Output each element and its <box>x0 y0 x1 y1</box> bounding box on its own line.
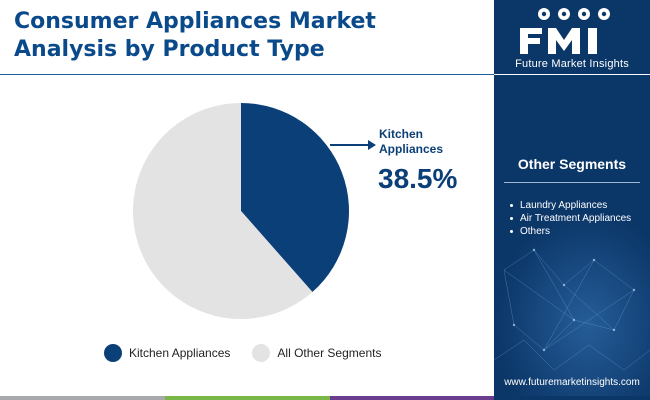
pie-slice-kitchen-appliances <box>241 103 349 293</box>
other-segments-list: Laundry Appliances Air Treatment Applian… <box>508 199 631 238</box>
logo-divider <box>494 74 650 75</box>
brand-name: Future Market Insights <box>515 58 629 70</box>
segments-divider <box>504 182 640 183</box>
callout-arrow <box>330 140 376 150</box>
legend-item-kitchen-appliances: Kitchen Appliances <box>104 344 230 362</box>
legend-item-all-other-segments: All Other Segments <box>252 344 381 362</box>
page-title: Consumer Appliances Market Analysis by P… <box>14 9 376 62</box>
callout-label: Kitchen Appliances <box>379 127 444 156</box>
bar-segment-gray <box>0 396 165 400</box>
fmi-logo-icon <box>520 8 610 54</box>
bar-segment-green <box>165 396 330 400</box>
list-item: Air Treatment Appliances <box>508 212 631 225</box>
sidebar-panel: Future Market Insights Other Segments La… <box>494 0 650 400</box>
list-item: Laundry Appliances <box>508 199 631 212</box>
pie-slice-all-other-segments <box>133 103 313 319</box>
sidebar-glow <box>494 210 650 400</box>
other-segments-heading: Other Segments <box>517 156 627 172</box>
legend-swatch-kitchen-appliances <box>104 344 122 362</box>
legend-swatch-all-other-segments <box>252 344 271 362</box>
pie-chart <box>133 103 376 319</box>
legend-label: All Other Segments <box>277 346 382 360</box>
chart-legend: Kitchen Appliances All Other Segments <box>104 344 403 362</box>
website-url[interactable]: www.futuremarketinsights.com <box>504 377 640 388</box>
bar-segment-navy <box>494 396 650 400</box>
network-graphic <box>494 248 650 371</box>
legend-label: Kitchen Appliances <box>129 346 231 360</box>
bar-segment-purple <box>330 396 494 400</box>
brand-logo: Future Market Insights <box>494 0 650 75</box>
list-item: Others <box>508 225 631 238</box>
title-divider <box>0 74 494 75</box>
bottom-color-bar <box>0 396 650 400</box>
callout-value: 38.5% <box>378 163 458 194</box>
